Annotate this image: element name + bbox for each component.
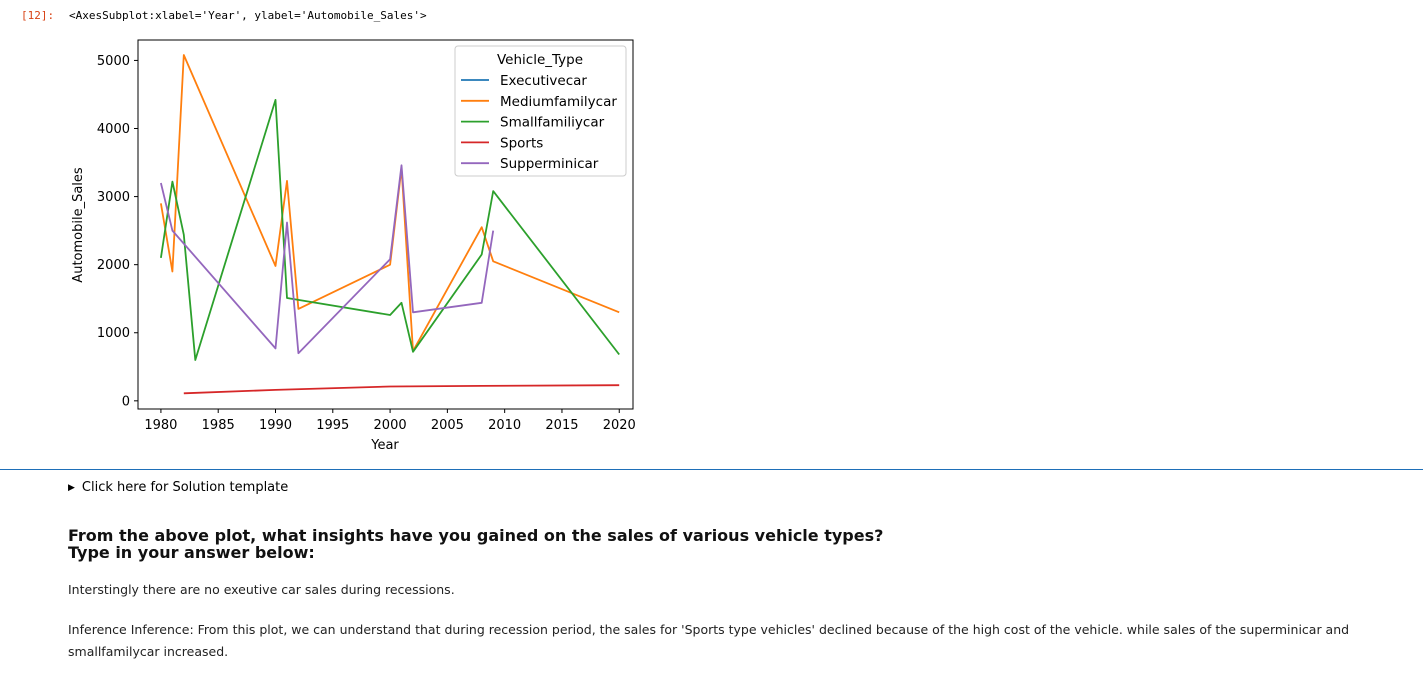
- plot-frame: [137, 39, 634, 410]
- x-tick-label: 1990: [259, 418, 292, 433]
- question-line-2: Type in your answer below:: [68, 543, 315, 562]
- x-tick-label: 1980: [144, 418, 177, 433]
- y-axis-ticks: 0 1000 2000 3000 4000 5000: [97, 54, 138, 409]
- y-tick-label: 0: [122, 394, 130, 409]
- y-tick-label: 4000: [97, 122, 130, 137]
- x-tick-label: 2000: [374, 418, 407, 433]
- legend-label-supperminicar: Supperminicar: [500, 156, 599, 172]
- output-repr: <AxesSubplot:xlabel='Year', ylabel='Auto…: [69, 9, 427, 22]
- y-tick-label: 2000: [97, 258, 130, 273]
- x-tick-label: 2010: [488, 418, 521, 433]
- x-tick-label: 1995: [316, 418, 349, 433]
- y-axis-label: Automobile_Sales: [71, 167, 86, 283]
- series-line-smallfamiliycar: [160, 99, 620, 361]
- question-line-1: From the above plot, what insights have …: [68, 526, 884, 545]
- series-line-sports: [183, 384, 620, 395]
- legend-label-mediumfamilycar: Mediumfamilycar: [500, 94, 617, 110]
- cell-separator: [0, 469, 1423, 470]
- legend-label-executivecar: Executivecar: [500, 73, 587, 89]
- y-tick-label: 1000: [97, 326, 130, 341]
- solution-template-label: Click here for Solution template: [81, 480, 289, 495]
- disclosure-triangle-icon: ▶: [68, 482, 75, 493]
- sales-line-chart: 1980 1985 1990 1995 2000 2005 2010 2015 2020 0 10…: [71, 39, 636, 453]
- output-prompt: [12]:: [21, 9, 55, 22]
- legend-label-sports: Sports: [500, 135, 543, 151]
- x-tick-label: 2005: [431, 418, 464, 433]
- y-tick-label: 5000: [97, 54, 130, 69]
- x-axis-label: Year: [370, 438, 399, 453]
- question-heading: From the above plot, what insights have …: [68, 527, 883, 561]
- legend-title: Vehicle_Type: [497, 52, 583, 68]
- series-line-supperminicar: [160, 164, 495, 355]
- plot-lines: [160, 54, 620, 395]
- x-tick-label: 1985: [202, 418, 235, 433]
- solution-template-toggle[interactable]: ▶ Click here for Solution template: [68, 480, 288, 495]
- x-tick-label: 2020: [603, 418, 636, 433]
- answer-paragraph-1: Interstingly there are no exeutive car s…: [68, 582, 455, 597]
- answer-paragraph-2: Inference Inference: From this plot, we …: [68, 622, 1350, 659]
- legend-label-smallfamiliycar: Smallfamiliycar: [500, 115, 605, 131]
- series-line-mediumfamilycar: [160, 54, 620, 353]
- x-axis-ticks: 1980 1985 1990 1995 2000 2005 2010 2015 2020: [144, 409, 636, 433]
- legend: Vehicle_Type Executivecar Mediumfamilycar…: [454, 45, 627, 177]
- x-tick-label: 2015: [545, 418, 578, 433]
- legend-box: [454, 45, 627, 177]
- legend-items: Executivecar Mediumfamilycar Smallfamiliyc…: [461, 73, 617, 172]
- y-tick-label: 3000: [97, 190, 130, 205]
